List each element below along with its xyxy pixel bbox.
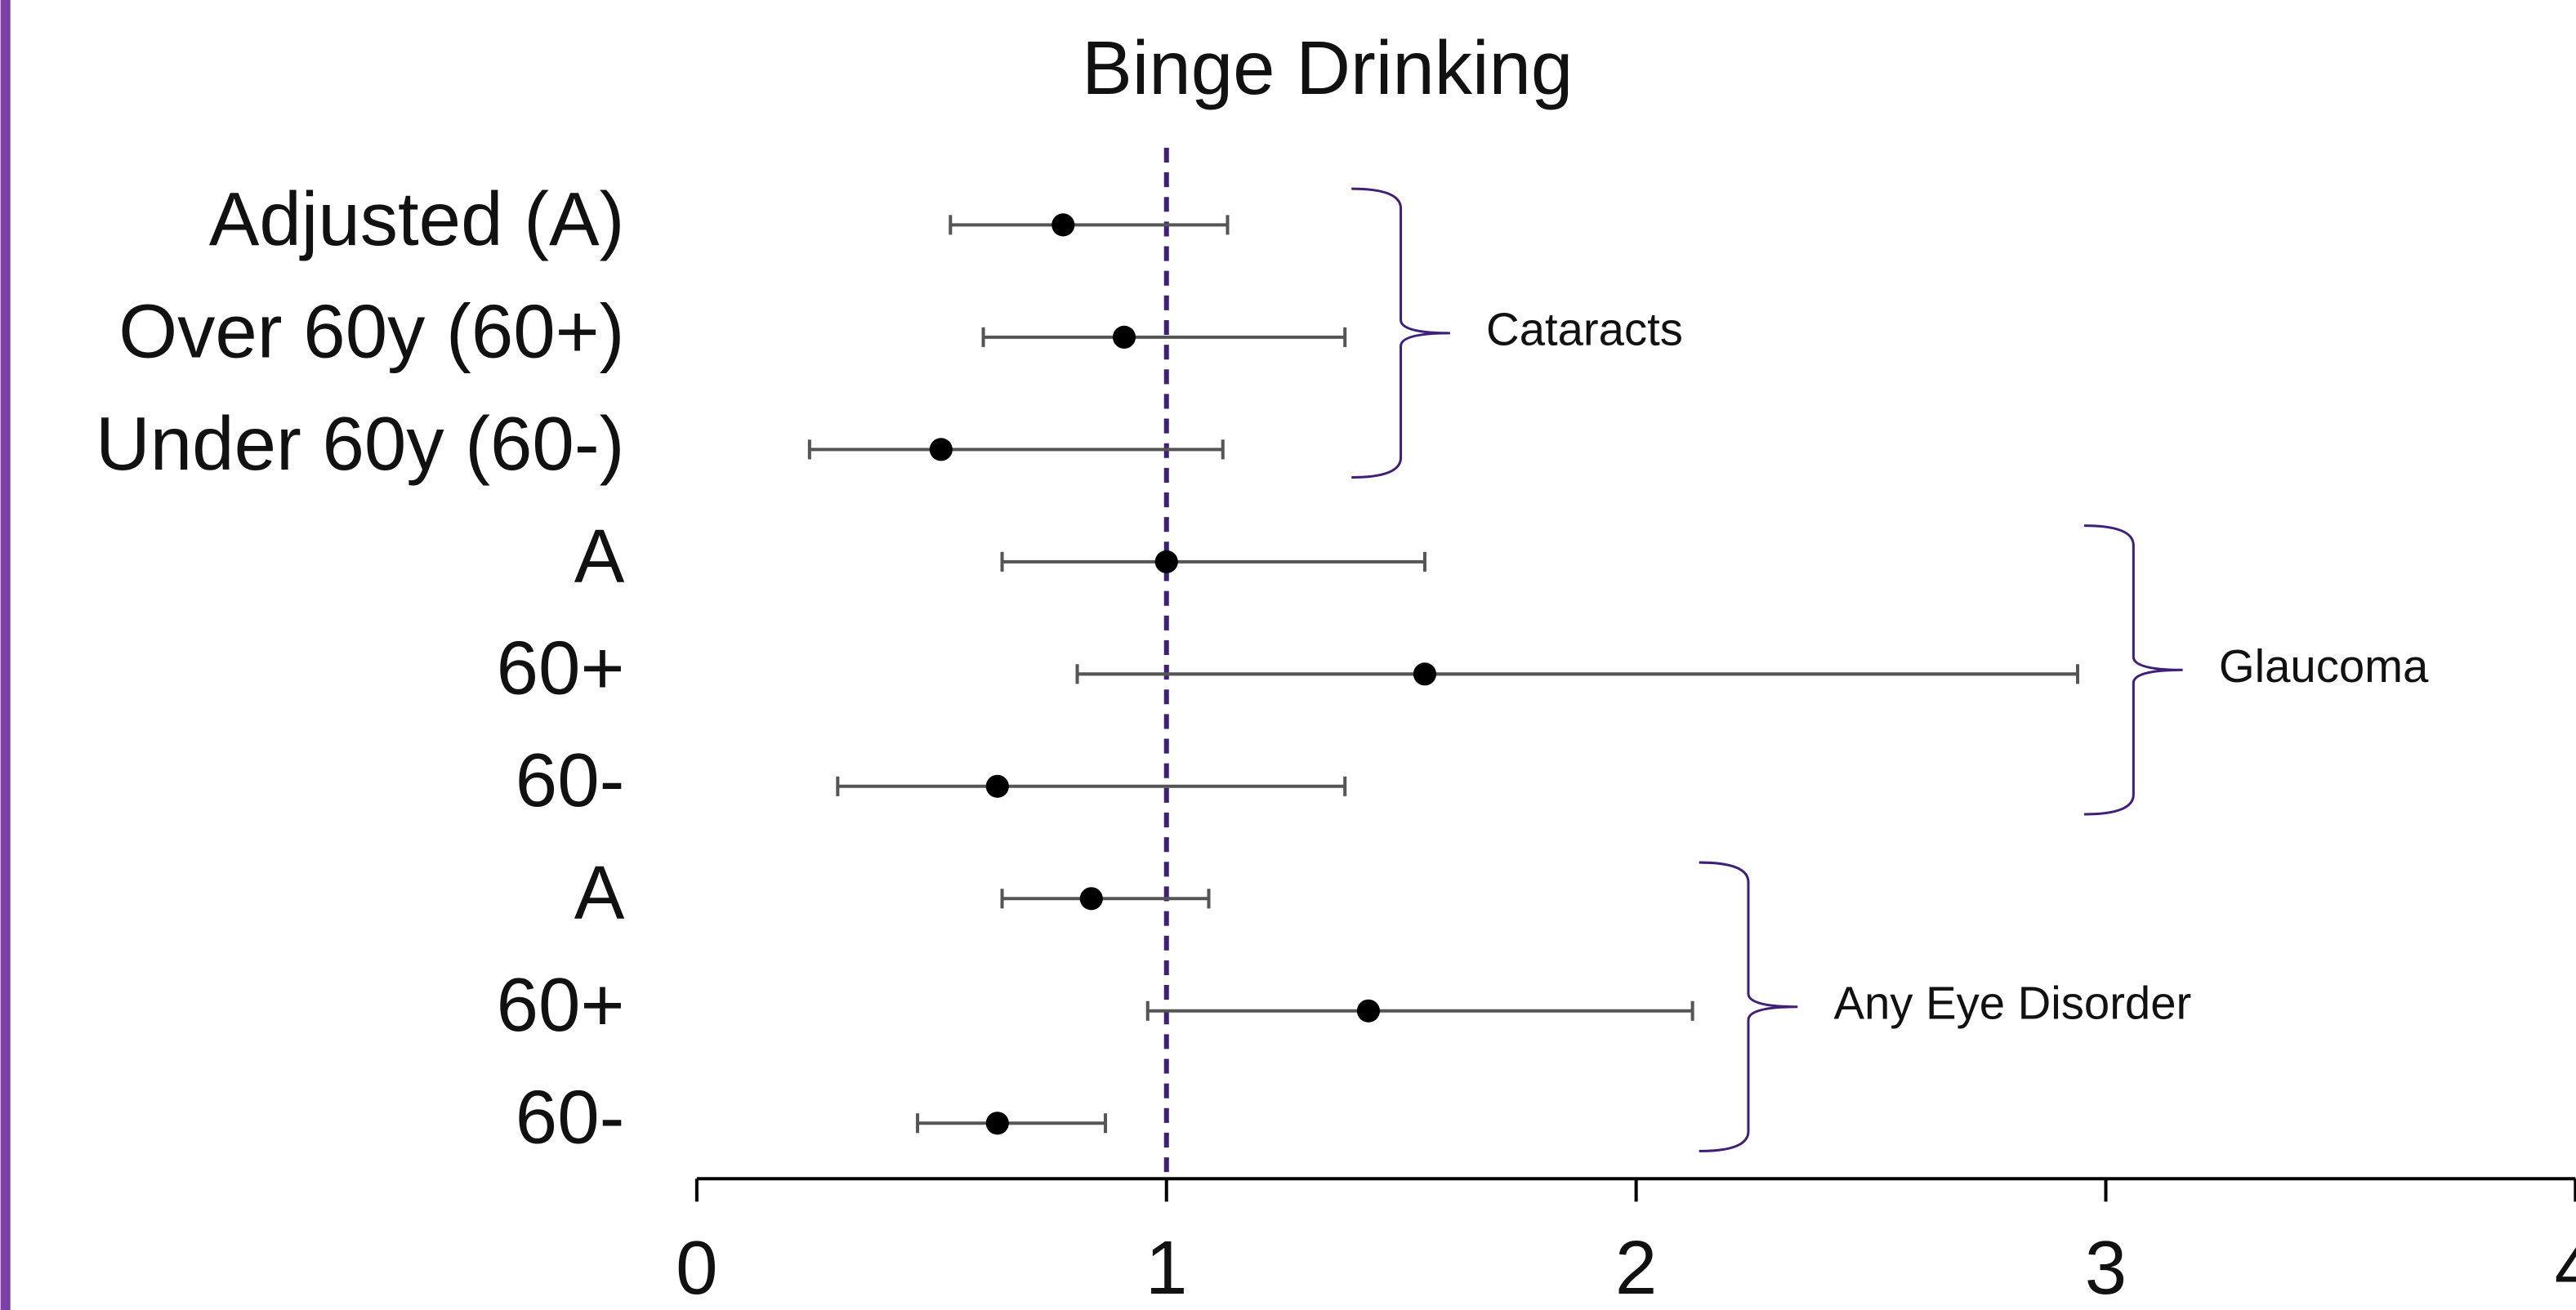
row-label: 60-: [516, 737, 625, 822]
error-bar: [836, 776, 1347, 796]
group-brace: [1351, 187, 1450, 479]
group-brace: [2084, 524, 2183, 816]
point: [1079, 887, 1103, 911]
point: [1413, 662, 1437, 686]
x-tick-label: 2: [1615, 1225, 1657, 1310]
row-label: Adjusted (A): [209, 176, 625, 261]
group-label: Cataracts: [1486, 304, 1683, 355]
error-bar: [807, 439, 1225, 460]
row-label: 60-: [516, 1075, 625, 1160]
error-bar: [1000, 889, 1211, 909]
error-bar: [949, 215, 1230, 235]
row-label: Under 60y (60-): [96, 401, 624, 486]
row-label: A: [574, 513, 625, 598]
group-label: Any Eye Disorder: [1833, 978, 2191, 1029]
group-brace: [1699, 861, 1798, 1152]
row-label: 60+: [497, 962, 625, 1047]
point: [1112, 325, 1136, 349]
point: [1154, 550, 1178, 573]
row-label: Over 60y (60+): [118, 288, 624, 373]
point: [1051, 213, 1075, 237]
point: [985, 774, 1009, 798]
error-bar: [1000, 551, 1426, 572]
error-bar: [1145, 1000, 1694, 1021]
chart-title: Binge Drinking: [1082, 25, 1573, 110]
left-border: [0, 0, 11, 1310]
x-tick-label: 0: [676, 1225, 717, 1310]
point: [985, 1112, 1009, 1135]
point: [929, 438, 953, 461]
error-bar: [1075, 664, 2080, 684]
point: [1356, 999, 1381, 1023]
x-tick-label: 3: [2085, 1225, 2127, 1310]
x-tick-label: 4: [2555, 1225, 2576, 1310]
error-bar: [981, 327, 1347, 347]
row-label: A: [574, 850, 625, 935]
x-tick-label: 1: [1145, 1225, 1187, 1310]
error-bar: [916, 1113, 1108, 1134]
group-label: Glaucoma: [2219, 640, 2429, 692]
row-label: 60+: [497, 626, 625, 711]
